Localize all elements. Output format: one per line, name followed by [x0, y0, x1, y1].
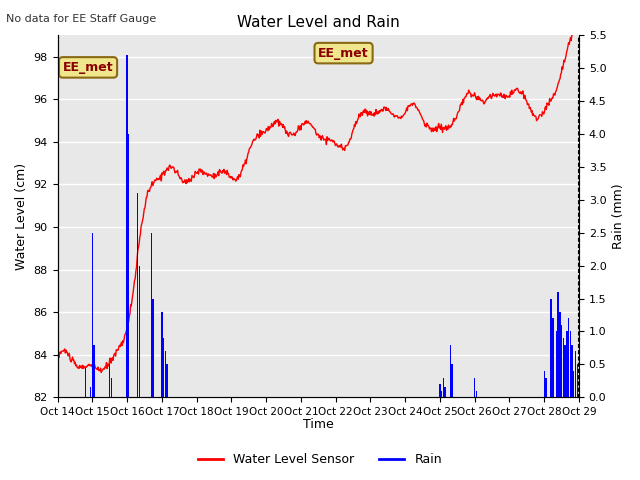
Y-axis label: Rain (mm): Rain (mm): [612, 183, 625, 249]
Text: No data for EE Staff Gauge: No data for EE Staff Gauge: [6, 14, 157, 24]
X-axis label: Time: Time: [303, 419, 333, 432]
Text: EE_met: EE_met: [318, 47, 369, 60]
Legend: Water Level Sensor, Rain: Water Level Sensor, Rain: [193, 448, 447, 471]
Text: EE_met: EE_met: [63, 61, 113, 74]
Y-axis label: Water Level (cm): Water Level (cm): [15, 163, 28, 270]
Title: Water Level and Rain: Water Level and Rain: [237, 15, 399, 30]
